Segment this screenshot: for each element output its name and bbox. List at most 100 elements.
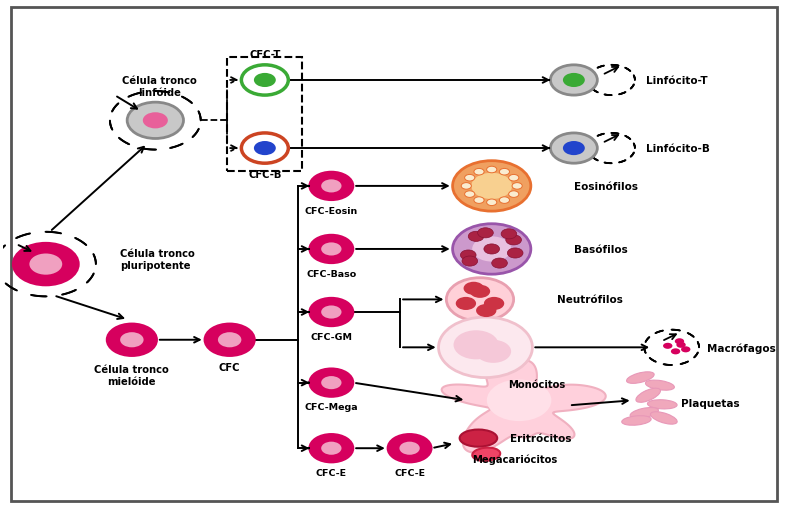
Circle shape: [476, 304, 496, 318]
Circle shape: [452, 224, 531, 275]
Text: CFC-Mega: CFC-Mega: [304, 403, 359, 412]
Circle shape: [563, 74, 585, 88]
Ellipse shape: [647, 400, 677, 409]
Circle shape: [321, 243, 342, 256]
Circle shape: [484, 244, 499, 254]
Circle shape: [487, 380, 552, 421]
Circle shape: [456, 297, 476, 310]
Text: CFC-E: CFC-E: [316, 468, 347, 477]
Circle shape: [475, 340, 511, 363]
Circle shape: [471, 174, 512, 200]
Ellipse shape: [630, 408, 658, 418]
Circle shape: [468, 232, 484, 242]
Circle shape: [143, 113, 168, 129]
Circle shape: [563, 142, 585, 156]
Circle shape: [321, 306, 342, 319]
Text: CFC-Baso: CFC-Baso: [306, 269, 356, 278]
Circle shape: [472, 237, 511, 262]
Text: Eosinófilos: Eosinófilos: [574, 182, 638, 191]
Circle shape: [321, 442, 342, 455]
Circle shape: [464, 175, 475, 182]
Circle shape: [461, 183, 471, 190]
Circle shape: [487, 200, 497, 206]
Circle shape: [509, 175, 519, 182]
Text: CFC-T: CFC-T: [249, 50, 281, 60]
Circle shape: [474, 197, 484, 204]
Circle shape: [671, 349, 681, 355]
Polygon shape: [442, 360, 606, 453]
Circle shape: [107, 324, 157, 356]
Circle shape: [550, 134, 597, 164]
Circle shape: [309, 369, 353, 397]
Circle shape: [507, 248, 523, 259]
Circle shape: [681, 347, 690, 353]
FancyBboxPatch shape: [10, 8, 778, 501]
Circle shape: [204, 324, 254, 356]
Text: Macrófagos: Macrófagos: [707, 343, 776, 353]
Text: Monócitos: Monócitos: [508, 379, 565, 389]
Circle shape: [399, 442, 420, 455]
Circle shape: [663, 343, 673, 349]
Circle shape: [453, 331, 498, 360]
Circle shape: [484, 297, 504, 310]
Circle shape: [492, 259, 507, 269]
Circle shape: [29, 254, 62, 275]
Ellipse shape: [622, 416, 651, 426]
Circle shape: [460, 250, 476, 261]
Circle shape: [218, 332, 242, 348]
Circle shape: [13, 243, 79, 286]
Circle shape: [127, 103, 184, 139]
Circle shape: [439, 318, 533, 378]
Text: Linfócito-B: Linfócito-B: [646, 144, 710, 154]
Text: CFC-E: CFC-E: [394, 468, 425, 477]
Circle shape: [309, 173, 353, 201]
Circle shape: [501, 230, 517, 239]
Circle shape: [388, 434, 432, 463]
Circle shape: [242, 66, 289, 96]
Circle shape: [462, 257, 478, 267]
Circle shape: [474, 169, 484, 176]
Circle shape: [677, 342, 686, 348]
Circle shape: [242, 134, 289, 164]
Text: Linfócito-T: Linfócito-T: [646, 76, 708, 86]
Circle shape: [478, 229, 493, 238]
Bar: [227, 58, 302, 172]
Circle shape: [321, 180, 342, 193]
Circle shape: [120, 332, 144, 348]
Text: Neutrófilos: Neutrófilos: [556, 295, 622, 305]
Circle shape: [309, 235, 353, 264]
Circle shape: [254, 74, 276, 88]
Text: CFC-GM: CFC-GM: [310, 332, 352, 341]
Circle shape: [463, 282, 484, 295]
Circle shape: [509, 191, 519, 198]
Text: Basófilos: Basófilos: [574, 244, 627, 254]
Text: Megacariócitos: Megacariócitos: [472, 454, 558, 464]
Circle shape: [512, 183, 522, 190]
Text: CFC-Eosin: CFC-Eosin: [304, 206, 358, 215]
Text: Célula tronco
linfóide: Célula tronco linfóide: [122, 76, 196, 98]
Ellipse shape: [636, 388, 661, 403]
Circle shape: [675, 338, 684, 345]
Circle shape: [254, 142, 276, 156]
Text: Plaquetas: Plaquetas: [681, 398, 739, 408]
Circle shape: [309, 298, 353, 326]
Circle shape: [470, 285, 491, 298]
Circle shape: [446, 278, 514, 322]
Text: Célula tronco
mielóide: Célula tronco mielóide: [95, 364, 169, 386]
Circle shape: [499, 169, 510, 176]
Text: CFC-B: CFC-B: [248, 170, 281, 180]
Circle shape: [452, 161, 531, 212]
Text: CFC: CFC: [219, 362, 240, 372]
Ellipse shape: [646, 380, 674, 390]
Ellipse shape: [472, 448, 500, 461]
Circle shape: [464, 191, 475, 198]
Circle shape: [550, 66, 597, 96]
Circle shape: [506, 235, 522, 245]
Circle shape: [309, 434, 353, 463]
Text: Célula tronco
pluripotente: Célula tronco pluripotente: [120, 249, 195, 270]
Text: Eritrócitos: Eritrócitos: [510, 433, 572, 443]
Ellipse shape: [650, 412, 677, 425]
Ellipse shape: [460, 430, 497, 447]
Ellipse shape: [626, 372, 654, 384]
Circle shape: [487, 167, 497, 174]
